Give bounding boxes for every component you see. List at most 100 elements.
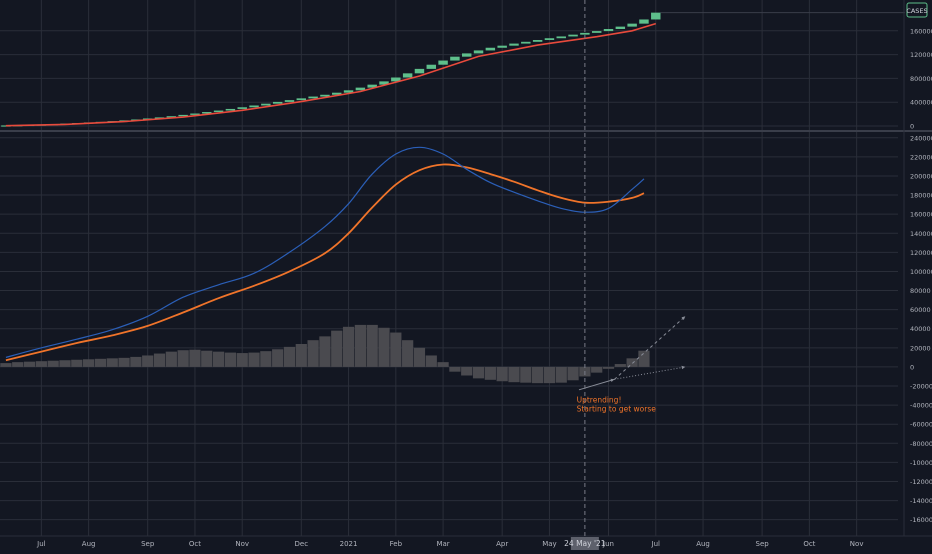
price-candle[interactable] bbox=[178, 114, 188, 117]
histogram-bar[interactable] bbox=[307, 340, 319, 367]
price-candle[interactable] bbox=[379, 81, 389, 85]
histogram-bar[interactable] bbox=[413, 347, 426, 367]
price-candle[interactable] bbox=[485, 47, 496, 51]
price-candle[interactable] bbox=[414, 68, 425, 74]
histogram-bar[interactable] bbox=[248, 352, 260, 367]
price-candle[interactable] bbox=[473, 50, 484, 54]
oscillator-pane[interactable] bbox=[0, 146, 686, 391]
histogram-bar[interactable] bbox=[236, 353, 248, 367]
price-candle[interactable] bbox=[284, 100, 295, 102]
price-candle[interactable] bbox=[556, 36, 566, 39]
histogram-bar[interactable] bbox=[212, 351, 225, 367]
histogram-bar[interactable] bbox=[461, 366, 473, 376]
histogram-bar[interactable] bbox=[142, 355, 154, 367]
price-candle[interactable] bbox=[509, 43, 519, 46]
histogram-bar[interactable] bbox=[390, 332, 402, 367]
price-candle[interactable] bbox=[367, 84, 377, 88]
histogram-bar[interactable] bbox=[165, 351, 177, 367]
histogram-bar[interactable] bbox=[555, 366, 567, 383]
price-candle[interactable] bbox=[391, 77, 401, 82]
histogram-bar[interactable] bbox=[224, 352, 237, 367]
price-pane[interactable] bbox=[1, 12, 905, 127]
price-candle[interactable] bbox=[332, 92, 342, 95]
histogram-bar[interactable] bbox=[189, 349, 201, 367]
price-candle[interactable] bbox=[202, 112, 212, 114]
histogram-bar[interactable] bbox=[94, 358, 107, 367]
trend-arrow-dotted[interactable] bbox=[614, 366, 686, 380]
symbol-tag-label[interactable]: CASES bbox=[906, 7, 927, 15]
price-candle[interactable] bbox=[190, 113, 200, 115]
histogram-bar[interactable] bbox=[177, 350, 189, 367]
histogram-bar[interactable] bbox=[260, 351, 272, 367]
price-candle[interactable] bbox=[308, 96, 318, 99]
price-candle[interactable] bbox=[402, 73, 413, 78]
price-candle[interactable] bbox=[261, 103, 271, 106]
histogram-bar[interactable] bbox=[614, 364, 626, 367]
histogram-bar[interactable] bbox=[626, 358, 638, 367]
histogram-bar[interactable] bbox=[366, 324, 378, 367]
signal-line[interactable] bbox=[5, 163, 645, 362]
histogram-bar[interactable] bbox=[12, 362, 24, 367]
histogram-bar[interactable] bbox=[201, 350, 213, 367]
histogram-bar[interactable] bbox=[319, 336, 331, 367]
trend-arrow-dashed[interactable] bbox=[614, 315, 686, 380]
price-candle[interactable] bbox=[497, 45, 507, 48]
histogram-bar[interactable] bbox=[484, 366, 496, 380]
price-candle[interactable] bbox=[343, 90, 354, 93]
price-candle[interactable] bbox=[521, 41, 531, 44]
histogram-bar[interactable] bbox=[130, 356, 142, 367]
price-candle[interactable] bbox=[438, 60, 448, 65]
price-candle[interactable] bbox=[591, 31, 602, 33]
histogram-bar[interactable] bbox=[295, 344, 307, 367]
histogram-bar[interactable] bbox=[71, 359, 83, 367]
histogram-bar[interactable] bbox=[602, 366, 615, 369]
histogram-bar[interactable] bbox=[425, 355, 437, 367]
histogram-bar[interactable] bbox=[35, 361, 47, 367]
price-candle[interactable] bbox=[651, 12, 661, 20]
histogram-bar[interactable] bbox=[83, 359, 95, 367]
histogram-bar[interactable] bbox=[567, 366, 579, 381]
histogram-bar[interactable] bbox=[272, 349, 284, 367]
price-candle[interactable] bbox=[461, 53, 472, 57]
price-candle[interactable] bbox=[450, 56, 460, 61]
histogram-bar[interactable] bbox=[153, 353, 166, 367]
histogram-bar[interactable] bbox=[118, 357, 130, 367]
trend-arrow-solid[interactable] bbox=[578, 378, 615, 391]
price-candle[interactable] bbox=[568, 34, 578, 37]
fast-line[interactable] bbox=[5, 146, 645, 358]
symbol-tag[interactable]: CASES bbox=[906, 2, 928, 18]
histogram-bar[interactable] bbox=[23, 361, 36, 367]
histogram-bar[interactable] bbox=[543, 366, 556, 384]
histogram-bar[interactable] bbox=[520, 366, 532, 383]
histogram-bar[interactable] bbox=[283, 346, 296, 367]
price-candle[interactable] bbox=[272, 101, 283, 104]
histogram-bar[interactable] bbox=[342, 326, 355, 367]
price-candle[interactable] bbox=[532, 40, 543, 42]
histogram-bar[interactable] bbox=[402, 340, 414, 367]
histogram-bar[interactable] bbox=[638, 350, 650, 367]
histogram-bar[interactable] bbox=[508, 366, 520, 383]
histogram-bar[interactable] bbox=[106, 358, 118, 367]
histogram-bar[interactable] bbox=[496, 366, 508, 382]
histogram-bar[interactable] bbox=[378, 327, 390, 367]
price-candle[interactable] bbox=[249, 105, 259, 108]
histogram-bar[interactable] bbox=[0, 363, 12, 367]
price-moving-average-line[interactable] bbox=[5, 22, 657, 127]
price-candle[interactable] bbox=[320, 94, 330, 97]
histogram-bar[interactable] bbox=[532, 366, 544, 384]
price-candle[interactable] bbox=[225, 108, 236, 111]
price-candle[interactable] bbox=[639, 19, 649, 24]
histogram-bar[interactable] bbox=[449, 366, 461, 372]
histogram-bar[interactable] bbox=[47, 360, 59, 367]
price-candle[interactable] bbox=[296, 98, 307, 101]
histogram-bar[interactable] bbox=[591, 366, 603, 373]
histogram-bar[interactable] bbox=[331, 330, 343, 367]
price-candle[interactable] bbox=[355, 87, 366, 91]
price-candle[interactable] bbox=[154, 117, 165, 119]
price-candle[interactable] bbox=[213, 110, 224, 113]
symbol-tag-box[interactable] bbox=[906, 2, 928, 18]
price-candle[interactable] bbox=[627, 23, 637, 27]
histogram-bar[interactable] bbox=[472, 366, 485, 379]
